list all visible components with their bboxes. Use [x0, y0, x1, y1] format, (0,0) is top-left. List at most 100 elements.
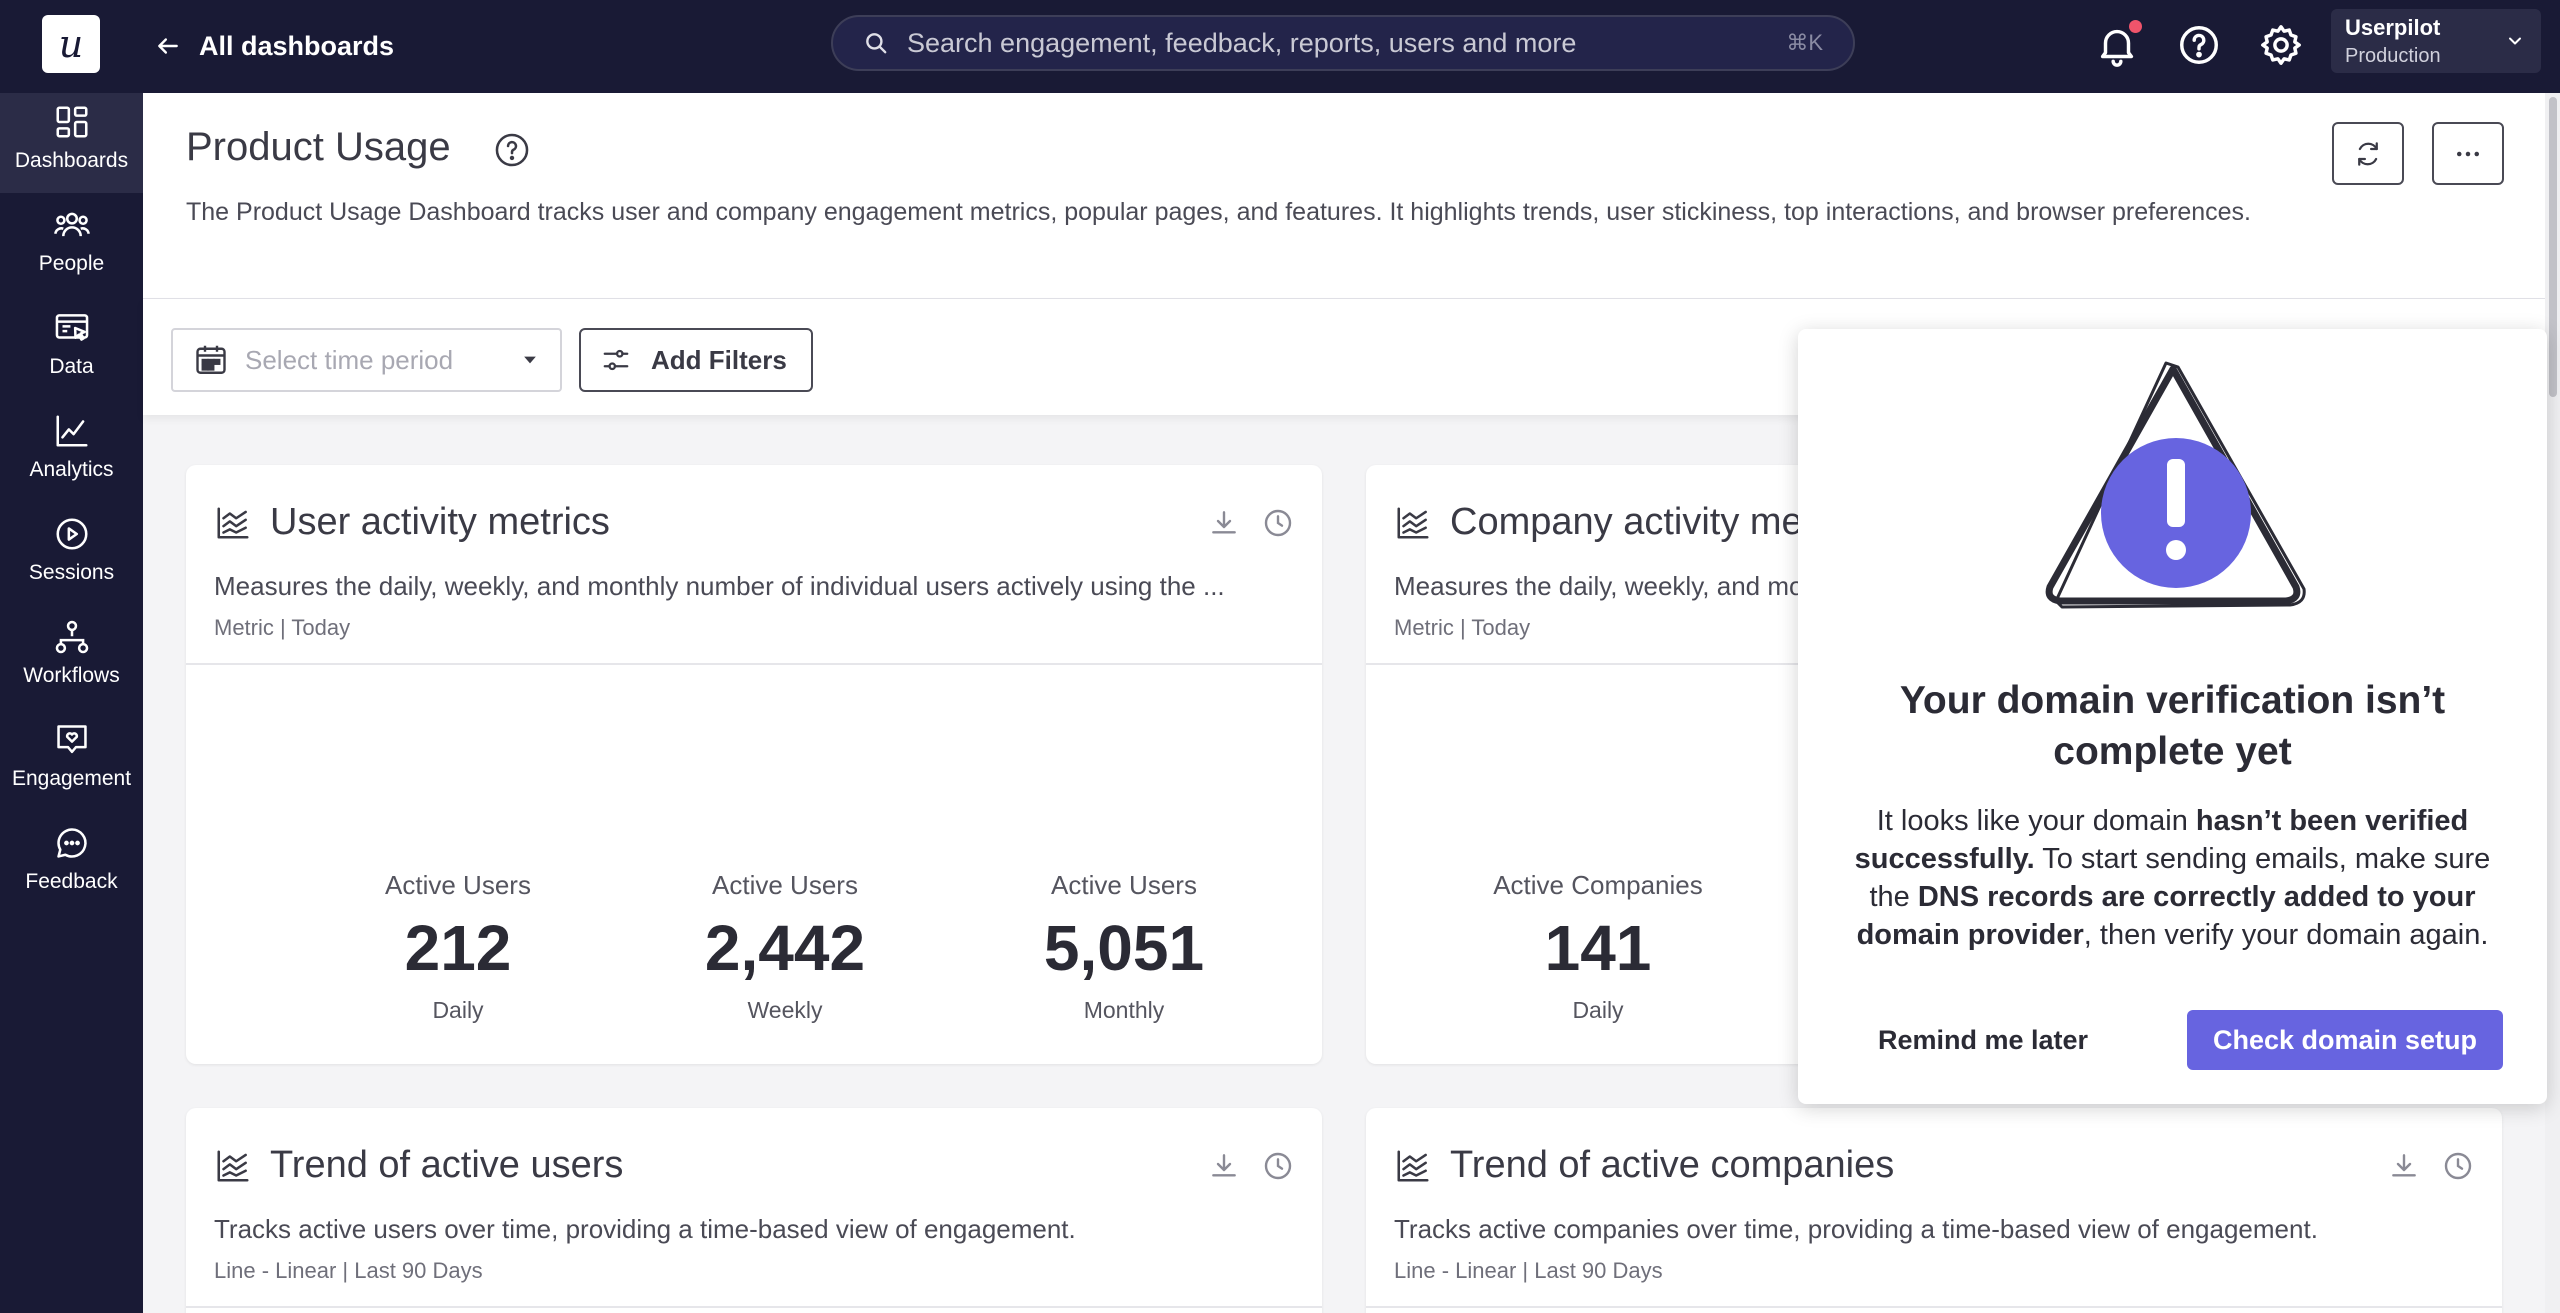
- chart-icon: [217, 1149, 249, 1182]
- metric-value: 5,051: [1043, 912, 1205, 984]
- download-icon[interactable]: [1208, 1150, 1240, 1182]
- clock-icon[interactable]: [1262, 507, 1294, 539]
- card-meta: Metric | Today: [214, 615, 351, 640]
- caret-down-icon: [524, 356, 536, 364]
- sidebar-item-dashboards[interactable]: Dashboards: [0, 93, 143, 193]
- dashboard-icon: [55, 106, 88, 138]
- card-description: Measures the daily, weekly, and monthly …: [214, 571, 1225, 601]
- sidebar-item-label: Sessions: [28, 561, 115, 584]
- add-filters-label: Add Filters: [651, 344, 787, 375]
- card-divider: [186, 663, 1322, 665]
- top-bar: u All dashboards Search engagement, feed…: [0, 0, 2560, 93]
- metric-period: Daily: [432, 997, 484, 1023]
- card-divider: [186, 1306, 1322, 1308]
- chevron-down-icon: [2509, 37, 2521, 45]
- user-activity-card: User activity metrics Measures the daily…: [186, 465, 1322, 1064]
- sidebar-item-label: Dashboards: [14, 149, 129, 172]
- engagement-icon: [56, 725, 87, 754]
- download-icon[interactable]: [2388, 1150, 2420, 1182]
- analytics-icon: [55, 415, 88, 447]
- chart-icon: [217, 506, 249, 539]
- account-environment: Production: [2345, 45, 2441, 67]
- global-search-input[interactable]: Search engagement, feedback, reports, us…: [831, 15, 1855, 71]
- modal-body-text: , then verify your domain again.: [2083, 919, 2489, 951]
- chart-icon: [1397, 506, 1429, 539]
- modal-body-emphasis: DNS records are correctly added to your …: [1856, 881, 2476, 951]
- card-title: Trend of active companies: [1450, 1144, 1895, 1186]
- more-options-button[interactable]: [2432, 122, 2504, 185]
- account-name: Userpilot: [2345, 15, 2441, 40]
- card-description: Tracks active companies over time, provi…: [1394, 1214, 2318, 1244]
- sidebar-item-data[interactable]: Data: [0, 299, 143, 399]
- metric-label: Active Companies: [1493, 870, 1703, 900]
- card-title: User activity metrics: [270, 501, 610, 543]
- card-description: Measures the daily, weekly, and mo: [1394, 571, 1804, 601]
- workflow-icon: [55, 620, 88, 654]
- remind-me-later-button[interactable]: Remind me later: [1877, 1024, 2089, 1055]
- gear-icon[interactable]: [2258, 22, 2304, 68]
- modal-title: Your domain verification isn’t complete …: [1899, 679, 2446, 773]
- card-title: Company activity me: [1450, 501, 1803, 543]
- card-meta: Metric | Today: [1394, 615, 1531, 640]
- main-scrollbar[interactable]: [2545, 93, 2560, 1313]
- scrollbar-thumb[interactable]: [2549, 97, 2557, 397]
- sidebar-item-analytics[interactable]: Analytics: [0, 402, 143, 502]
- check-domain-setup-button[interactable]: Check domain setup: [2187, 1010, 2503, 1070]
- data-icon: [55, 314, 88, 341]
- sidebar-item-feedback[interactable]: Feedback: [0, 814, 143, 914]
- add-filters-button[interactable]: Add Filters: [579, 328, 813, 392]
- sidebar-item-label: Data: [49, 355, 94, 378]
- account-switcher[interactable]: Userpilot Production: [2331, 9, 2541, 73]
- modal-body-emphasis: hasn’t been verified successfully.: [1854, 805, 2469, 875]
- metric-daily-companies: Active Companies 141 Daily: [1468, 870, 1728, 1024]
- metric-label: Active Users: [1051, 870, 1197, 900]
- metric-value: 141: [1544, 912, 1652, 984]
- metric-label: Active Users: [385, 870, 531, 900]
- play-icon: [55, 518, 88, 550]
- arrow-left-icon: [158, 38, 178, 54]
- metric-label: Active Users: [712, 870, 858, 900]
- sidebar-item-label: Analytics: [29, 458, 114, 481]
- notification-badge: [2129, 20, 2142, 33]
- metric-monthly-users: Active Users 5,051 Monthly: [1014, 870, 1234, 1024]
- sidebar-item-label: Engagement: [11, 767, 132, 790]
- trend-active-users-card: Trend of active users Tracks active user…: [186, 1108, 1322, 1313]
- modal-body-text: To start sending emails, make sure the: [1869, 843, 2491, 913]
- clock-icon[interactable]: [2442, 1150, 2474, 1182]
- bell-icon[interactable]: [2094, 22, 2140, 68]
- clock-icon[interactable]: [1262, 1150, 1294, 1182]
- sidebar: Dashboards People Data Analytics Session…: [0, 93, 143, 1313]
- sidebar-item-label: People: [38, 252, 105, 275]
- help-icon[interactable]: [2176, 22, 2222, 68]
- time-period-placeholder: Select time period: [245, 344, 454, 375]
- sidebar-item-workflows[interactable]: Workflows: [0, 608, 143, 708]
- metric-value: 212: [404, 912, 512, 984]
- sidebar-item-people[interactable]: People: [0, 196, 143, 296]
- app-logo[interactable]: u: [42, 15, 100, 73]
- search-icon: [866, 33, 887, 54]
- page-header: Product Usage The Product Usage Dashboar…: [143, 93, 2545, 299]
- time-period-select[interactable]: Select time period: [171, 328, 562, 392]
- filter-sliders-icon: [603, 349, 629, 371]
- card-description: Tracks active users over time, providing…: [214, 1214, 1076, 1244]
- metric-value: 2,442: [704, 912, 866, 984]
- page-description: The Product Usage Dashboard tracks user …: [186, 198, 2251, 226]
- metric-daily-users: Active Users 212 Daily: [348, 870, 568, 1024]
- chart-icon: [1397, 1149, 1429, 1182]
- calendar-icon: [196, 345, 226, 374]
- people-icon: [53, 212, 90, 237]
- sidebar-item-sessions[interactable]: Sessions: [0, 505, 143, 605]
- refresh-button[interactable]: [2332, 122, 2404, 185]
- help-icon[interactable]: [493, 131, 531, 169]
- trend-active-companies-card: Trend of active companies Tracks active …: [1366, 1108, 2502, 1313]
- download-icon[interactable]: [1208, 507, 1240, 539]
- card-meta: Line - Linear | Last 90 Days: [214, 1258, 483, 1283]
- page-title: Product Usage: [186, 125, 451, 169]
- card-title: Trend of active users: [270, 1144, 624, 1186]
- metric-period: Monthly: [1083, 997, 1165, 1023]
- chat-icon: [56, 828, 87, 858]
- back-label: All dashboards: [199, 30, 395, 61]
- search-shortcut: ⌘K: [1786, 30, 1823, 55]
- sidebar-item-engagement[interactable]: Engagement: [0, 711, 143, 811]
- back-to-dashboards-link[interactable]: All dashboards: [155, 24, 394, 68]
